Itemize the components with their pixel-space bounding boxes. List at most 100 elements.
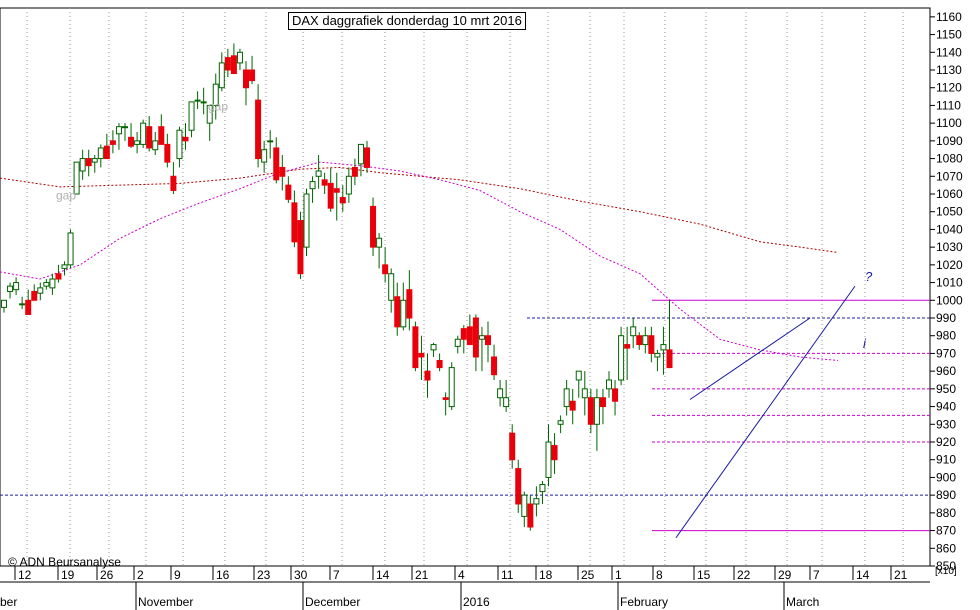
candle-body <box>448 367 455 408</box>
candle-body <box>460 328 467 340</box>
y-tick-label: 1100 <box>936 116 962 130</box>
candle-body <box>563 388 570 408</box>
candle-body <box>7 285 14 292</box>
y-tick-label: 900 <box>936 470 956 484</box>
candle-body <box>25 299 32 315</box>
candle-body <box>521 494 528 517</box>
candle-body <box>612 388 619 402</box>
candle-body <box>285 184 292 200</box>
x-tick-label: 16 <box>216 568 230 582</box>
x-tick-label: 11 <box>501 568 514 582</box>
candle-body <box>660 344 667 351</box>
y-tick-label: 1020 <box>936 258 963 272</box>
candle-body <box>618 335 625 381</box>
x-tick-label: 19 <box>61 568 75 582</box>
y-tick-label: 910 <box>936 453 956 467</box>
candle-body <box>424 370 431 381</box>
y-tick-label: 1070 <box>936 169 963 183</box>
y-tick-label: 930 <box>936 417 956 431</box>
y-tick-label: 1160 <box>936 10 962 24</box>
candle-body <box>37 287 44 294</box>
month-label: November <box>138 595 193 609</box>
candle-body <box>376 237 383 248</box>
x-tick-label: 23 <box>257 568 271 582</box>
y-tick-label: 1040 <box>936 222 963 236</box>
y-tick-label: 1120 <box>936 81 962 95</box>
candle-body <box>61 264 68 269</box>
gap-annotation: gap <box>208 100 228 114</box>
candle-body <box>170 175 177 191</box>
candle-body <box>224 57 231 71</box>
y-tick-label: 1130 <box>936 63 962 77</box>
candle-body <box>418 352 425 358</box>
candle-body <box>545 441 552 478</box>
candle-body <box>67 232 74 266</box>
y-tick-label: 860 <box>936 541 956 555</box>
x-tick-label: 21 <box>415 568 429 582</box>
candle-body <box>539 484 546 493</box>
moving-average-short <box>0 161 839 361</box>
plot-frame <box>0 7 931 567</box>
candle-body <box>176 129 183 160</box>
candle-body <box>454 338 461 347</box>
candle-body <box>400 299 407 328</box>
month-label: December <box>305 595 360 609</box>
y-tick-label: 1000 <box>936 293 963 307</box>
candle-body <box>55 273 62 280</box>
x-tick-label: 14 <box>376 568 390 582</box>
candle-body <box>315 170 322 177</box>
candle-body <box>236 51 243 64</box>
candle-body <box>575 370 582 381</box>
candle-body <box>261 149 268 163</box>
x-tick-label: 1 <box>615 568 622 582</box>
moving-average-long <box>0 166 839 253</box>
candle-body <box>478 335 485 340</box>
x-tick-label: 15 <box>697 568 711 582</box>
candle-body <box>43 282 50 287</box>
y-tick-label: 990 <box>936 311 956 325</box>
y-tick-label: 920 <box>936 435 956 449</box>
candle-body <box>1 299 7 308</box>
x-tick-label: 14 <box>856 568 870 582</box>
candle-body <box>509 432 516 461</box>
x-tick-label: 21 <box>894 568 908 582</box>
candle-body <box>351 166 358 177</box>
candle-body <box>412 326 419 369</box>
candle-body <box>79 158 86 172</box>
candle-body <box>357 143 364 165</box>
candle-body <box>19 303 26 306</box>
month-label: 2016 <box>463 595 490 609</box>
y-tick-label: 1010 <box>936 276 963 290</box>
month-label: March <box>786 595 819 609</box>
y-tick-label: 870 <box>936 524 956 538</box>
candle-body <box>13 282 20 291</box>
candle-body <box>309 181 316 190</box>
candle-body <box>630 326 637 337</box>
candle-body <box>515 468 522 505</box>
candle-body <box>49 278 56 289</box>
y-tick-label: 1140 <box>936 45 962 59</box>
y-tick-label: 970 <box>936 346 956 360</box>
candle-body <box>485 335 491 346</box>
candle-body <box>249 69 256 82</box>
candle-body <box>158 126 165 145</box>
x-tick-label: 26 <box>100 568 114 582</box>
y-tick-label: 1030 <box>936 240 963 254</box>
candle-body <box>472 317 479 358</box>
candle-body <box>230 55 237 75</box>
y-tick-label: 1090 <box>936 134 963 148</box>
y-tick-label: 890 <box>936 488 956 502</box>
candle-body <box>593 397 600 425</box>
candle-body <box>642 335 649 346</box>
axis-multiplier-label: [x10] <box>935 566 957 577</box>
candle-body <box>339 197 346 204</box>
candle-body <box>587 397 594 425</box>
candle-body <box>85 158 92 167</box>
candle-body <box>527 503 534 528</box>
x-tick-label: 2 <box>137 568 144 582</box>
candle-body <box>466 326 473 346</box>
x-tick-label: 30 <box>294 568 308 582</box>
month-label: ber <box>0 595 17 609</box>
